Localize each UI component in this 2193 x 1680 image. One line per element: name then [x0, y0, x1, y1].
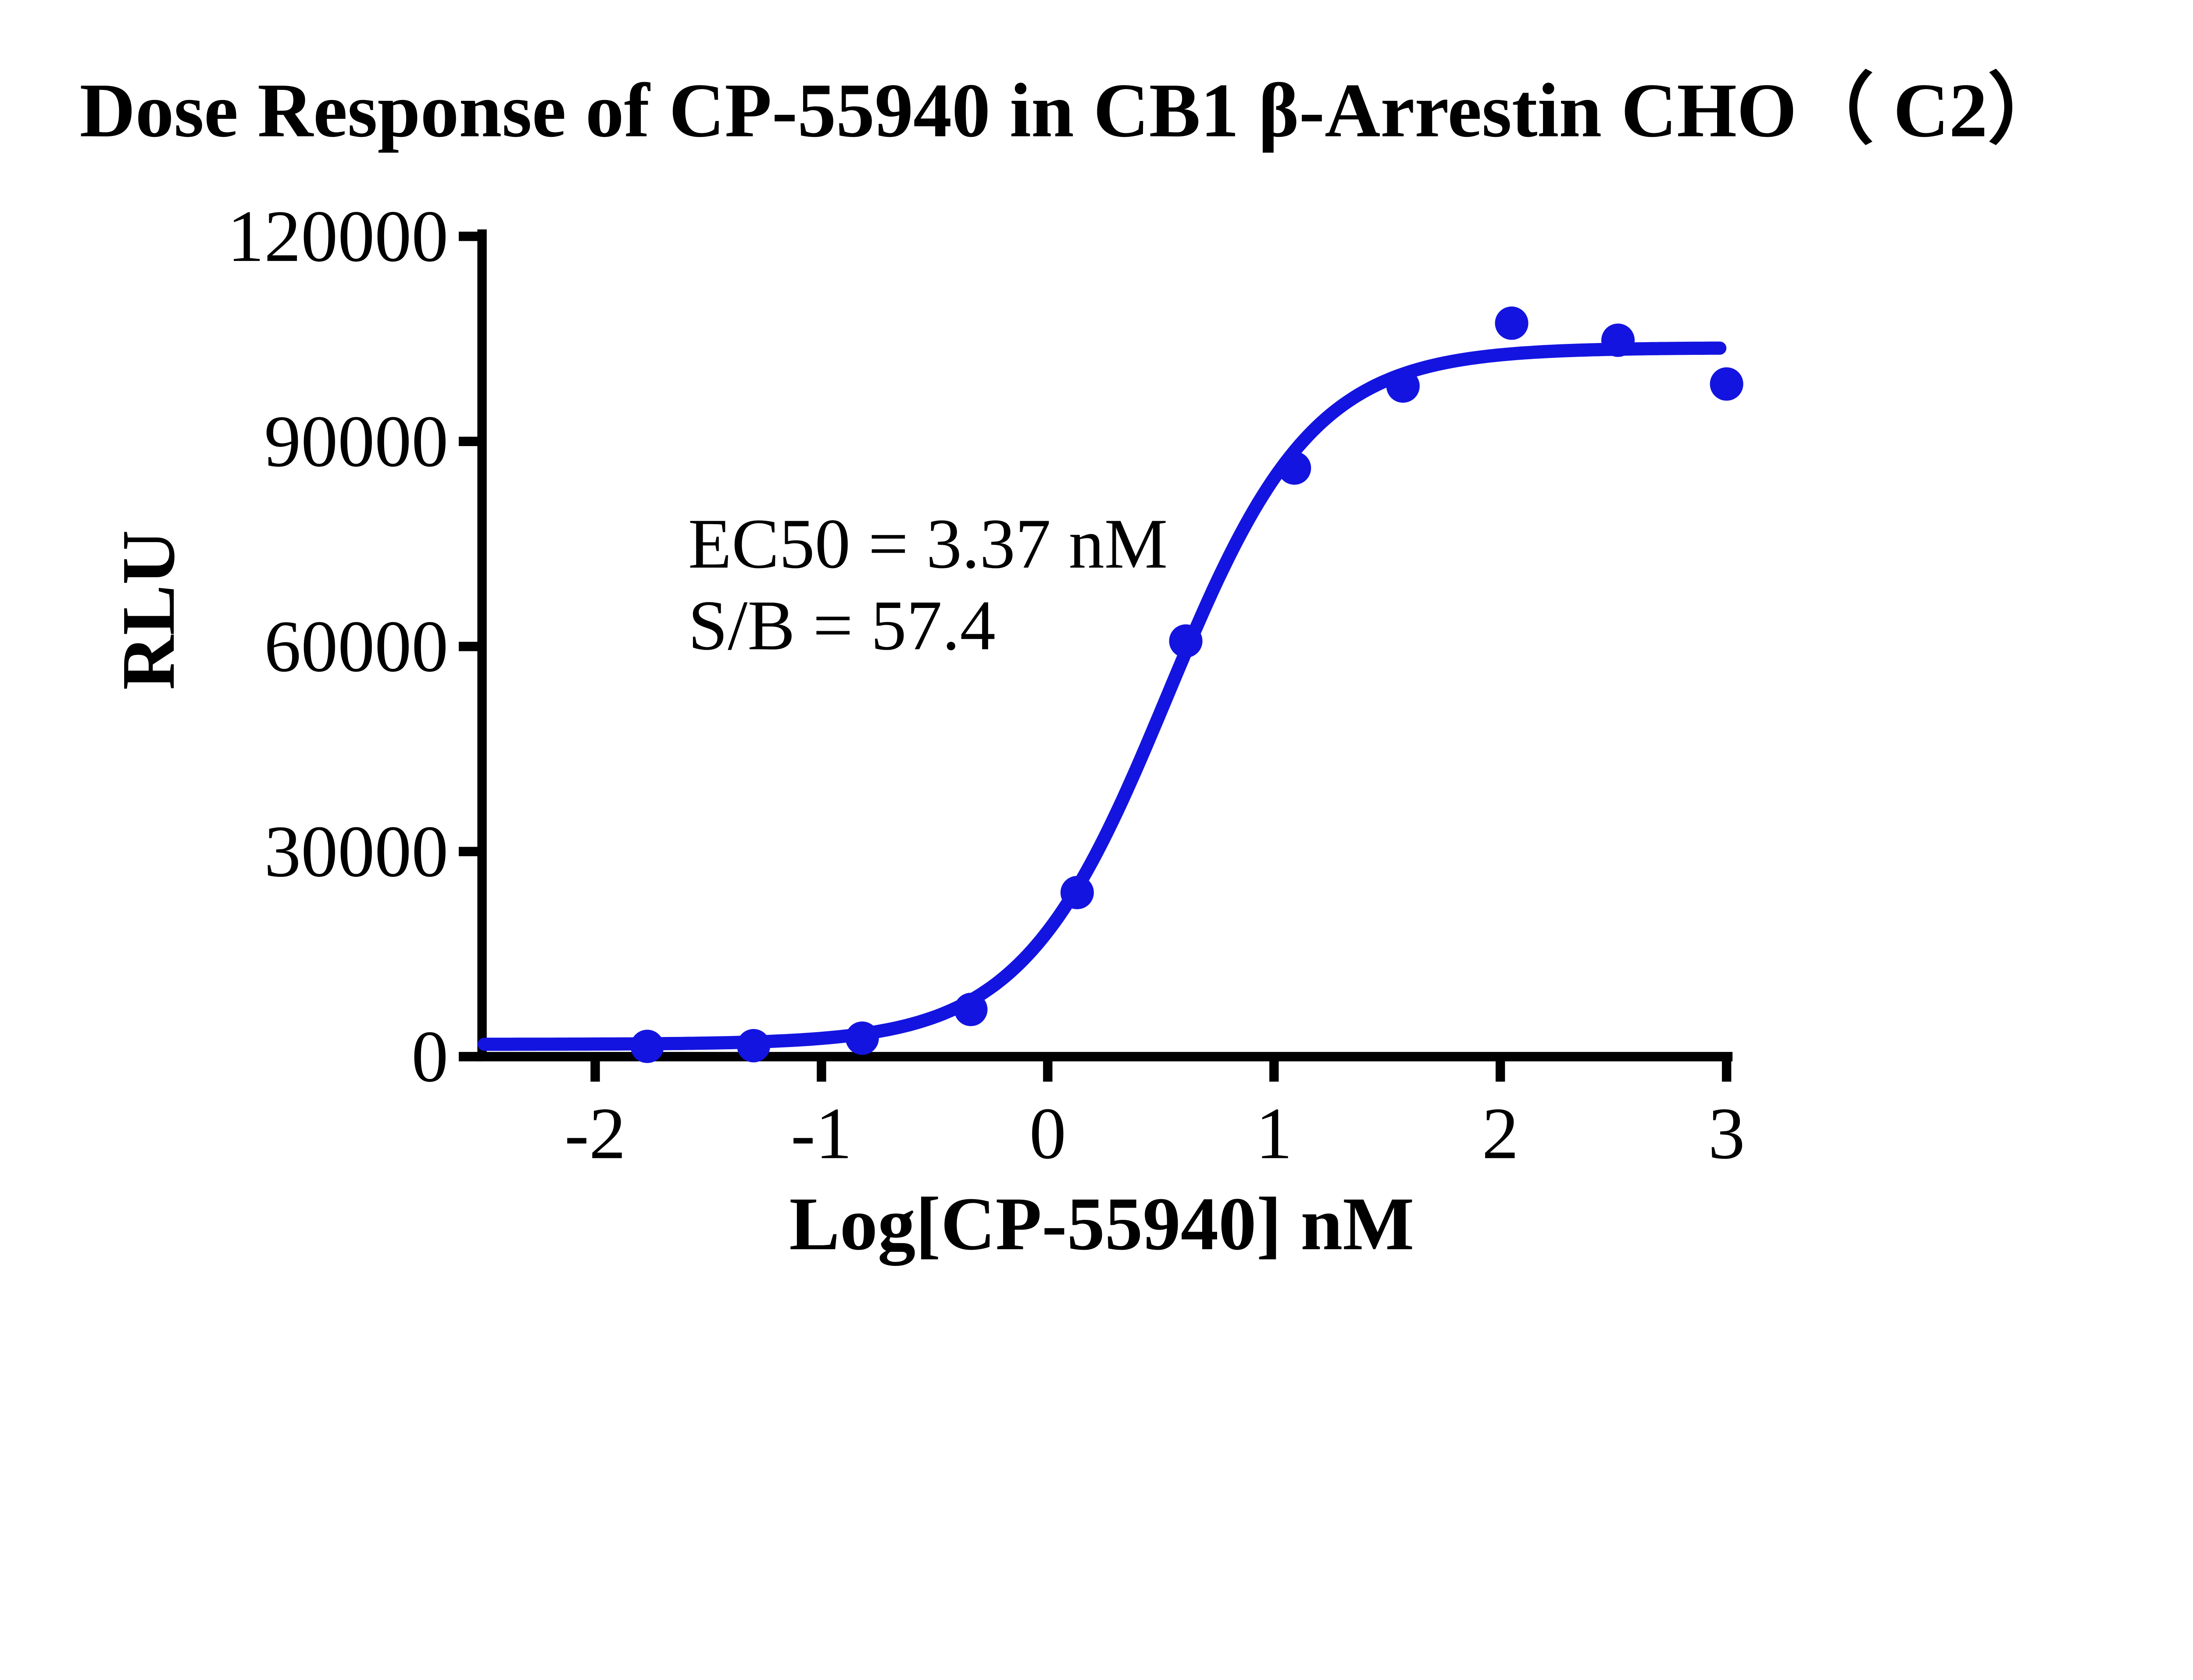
dose-response-figure: Dose Response of CP-55940 in CB1 β-Arres…	[79, 68, 2065, 1266]
data-point	[630, 1029, 664, 1063]
y-tick-label: 30000	[264, 811, 448, 892]
x-tick-label: 2	[1482, 1093, 1519, 1174]
x-tick-label: 3	[1708, 1093, 1745, 1174]
signal-background-annotation: S/B = 57.4	[688, 586, 996, 665]
dose-response-curve	[478, 341, 1727, 1051]
data-point	[845, 1021, 879, 1055]
y-tick-label: 120000	[227, 196, 448, 277]
y-tick-label: 0	[411, 1016, 448, 1097]
tick-labels: 0 30000 60000 90000 120000 -2 -1 0 1 2 3	[227, 196, 1745, 1174]
data-point	[1601, 323, 1635, 357]
tick-marks	[458, 232, 1732, 1082]
fit-curve-layer	[478, 341, 1727, 1051]
chart-title: Dose Response of CP-55940 in CB1 β-Arres…	[80, 68, 2065, 154]
data-point	[1710, 367, 1743, 401]
data-point	[1495, 306, 1529, 340]
x-tick-label: -1	[791, 1093, 852, 1174]
data-points-layer	[630, 306, 1743, 1063]
y-axis-label: RLU	[107, 530, 190, 690]
data-point	[1060, 876, 1094, 909]
data-point	[737, 1029, 771, 1062]
y-tick-label: 90000	[264, 400, 448, 482]
chart-canvas: Dose Response of CP-55940 in CB1 β-Arres…	[79, 68, 2065, 1266]
x-tick-label: -2	[564, 1093, 626, 1174]
data-point	[1169, 624, 1203, 658]
x-tick-label: 0	[1029, 1093, 1066, 1174]
y-tick-label: 60000	[264, 606, 448, 687]
data-point	[954, 993, 988, 1026]
data-point	[1386, 369, 1420, 403]
x-tick-label: 1	[1256, 1093, 1293, 1174]
data-point	[1278, 451, 1311, 485]
x-axis-label: Log[CP-55940] nM	[789, 1182, 1414, 1266]
ec50-annotation: EC50 = 3.37 nM	[688, 504, 1168, 583]
